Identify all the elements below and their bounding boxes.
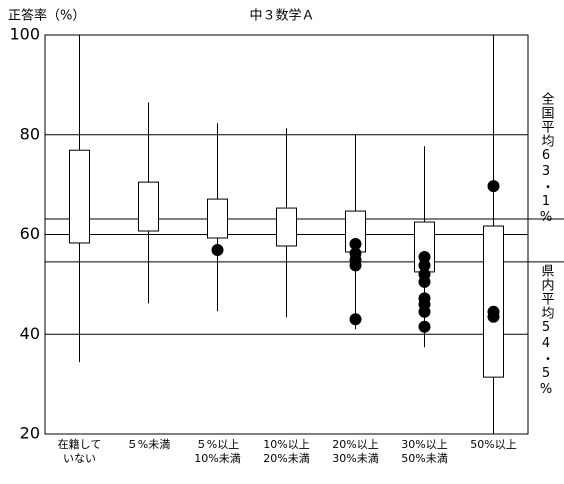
box: [207, 198, 228, 239]
outlier: [349, 259, 362, 272]
reference-label: 県内平均54・5%: [539, 264, 555, 398]
x-tick-label: ５%未満: [127, 438, 170, 451]
box: [276, 207, 297, 247]
chart-title: 中３数学Ａ: [249, 8, 314, 24]
x-tick-label: いない: [63, 452, 96, 465]
outlier: [418, 259, 431, 272]
box: [483, 225, 504, 378]
y-tick-label: 80: [20, 124, 40, 143]
outlier: [349, 313, 362, 326]
y-tick-label: 100: [9, 25, 40, 44]
outlier: [349, 237, 362, 250]
x-tick-label: 50%以上: [470, 438, 516, 451]
outlier: [487, 180, 500, 193]
box: [69, 149, 90, 244]
x-tick-label: 20%未満: [263, 452, 309, 465]
x-tick-label: 50%未満: [401, 452, 447, 465]
x-tick-label: 在籍して: [58, 437, 102, 451]
x-tick-label: 30%未満: [332, 452, 378, 465]
box: [138, 181, 159, 232]
x-tick-label: 20%以上: [332, 438, 378, 451]
reference-label: 全国平均63・1%: [539, 91, 555, 226]
x-tick-label: ５%以上: [196, 438, 239, 451]
outlier: [418, 250, 431, 263]
x-tick-label: 30%以上: [401, 438, 447, 451]
outlier: [211, 243, 224, 256]
x-tick-label: 10%以上: [263, 438, 309, 451]
x-tick-label: 10%未満: [194, 452, 240, 465]
y-tick-label: 60: [20, 224, 40, 243]
y-tick-label: 40: [20, 324, 40, 343]
outlier: [418, 305, 431, 318]
outlier: [487, 310, 500, 323]
outlier: [418, 320, 431, 333]
y-tick-label: 20: [20, 424, 40, 443]
y-axis-label: 正答率（%）: [8, 8, 85, 24]
outlier: [418, 275, 431, 288]
